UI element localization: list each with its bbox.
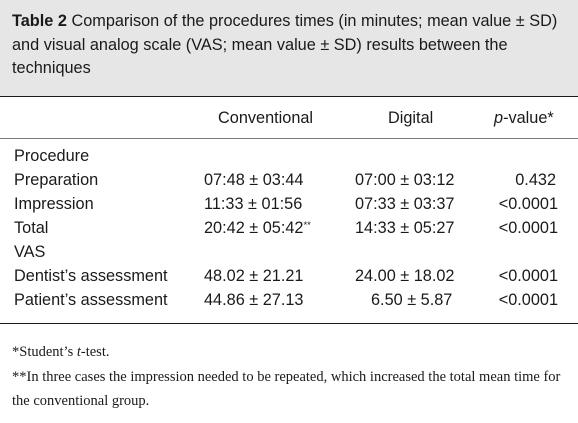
caption-panel: Table 2 Comparison of the procedures tim…: [0, 0, 578, 96]
table-footnotes: *Student’s t-test. **In three cases the …: [12, 340, 568, 414]
table-caption: Table 2 Comparison of the procedures tim…: [12, 10, 568, 81]
cell-total-digital: 14:33 ± 05:27: [355, 219, 455, 237]
footnote-1-italic: t: [76, 344, 81, 360]
caption-text: Comparison of the procedures times (in m…: [12, 12, 558, 77]
cell-total-pvalue: <0.0001: [498, 219, 558, 237]
row-label-dentist-assessment: Dentist’s assessment: [14, 267, 168, 285]
footnote-1-suffix: -test.: [80, 344, 110, 360]
footnote-repeated-impression: **In three cases the impression needed t…: [12, 368, 561, 410]
cell-preparation-conventional: 07:48 ± 03:44: [204, 171, 304, 189]
cell-impression-conventional: 11:33 ± 01:56: [204, 195, 303, 213]
cell-total-conventional: 20:42 ± 05:42**: [204, 218, 311, 238]
cell-preparation-pvalue: 0.432: [515, 171, 556, 189]
header-pvalue-rest: -value*: [503, 109, 554, 127]
cell-total-conventional-value: 20:42 ± 05:42: [204, 219, 304, 237]
cell-patient-digital: 6.50 ± 5.87: [371, 291, 453, 309]
row-label-vas: VAS: [14, 243, 46, 261]
cell-impression-digital: 07:33 ± 03:37: [355, 195, 455, 213]
header-digital: Digital: [388, 109, 434, 127]
footnote-student-t-test: *Student’s t-test.: [12, 340, 568, 365]
row-label-patient-assessment: Patient’s assessment: [14, 291, 168, 309]
footnote-1-prefix: *Student’s: [12, 344, 77, 360]
table-label: Table 2: [12, 12, 67, 30]
cell-dentist-pvalue: <0.0001: [498, 267, 558, 285]
header-conventional: Conventional: [218, 109, 314, 127]
cell-dentist-conventional: 48.02 ± 21.21: [204, 267, 304, 285]
cell-impression-pvalue: <0.0001: [498, 195, 558, 213]
top-rule: [0, 96, 578, 97]
cell-patient-conventional: 44.86 ± 27.13: [204, 291, 304, 309]
cell-preparation-digital: 07:00 ± 03:12: [355, 171, 455, 189]
header-rule: [0, 138, 578, 139]
cell-dentist-digital: 24.00 ± 18.02: [355, 267, 455, 285]
row-label-procedure: Procedure: [14, 147, 90, 165]
header-pvalue: p-value*: [494, 108, 554, 128]
row-label-total: Total: [14, 219, 49, 237]
cell-patient-pvalue: <0.0001: [498, 291, 558, 309]
row-label-preparation: Preparation: [14, 171, 99, 189]
row-label-impression: Impression: [14, 195, 94, 213]
header-pvalue-p: p: [494, 109, 504, 127]
bottom-rule: [0, 323, 578, 324]
footnote-marker: **: [303, 220, 311, 231]
